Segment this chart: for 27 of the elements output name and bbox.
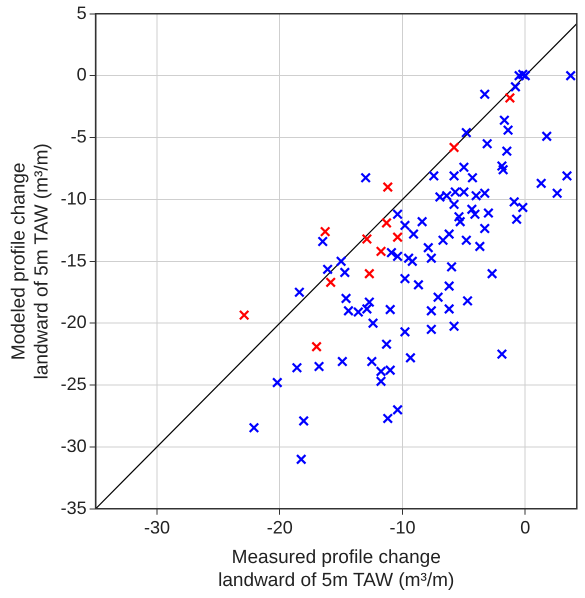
y-tick-label: -30	[60, 436, 87, 456]
y-axis-title: Modeled profile change landward of 5m TAW (m³/m)	[8, 143, 52, 380]
point	[362, 234, 372, 244]
point	[381, 218, 392, 228]
x-tick-label: -30	[144, 518, 170, 538]
point	[448, 142, 460, 153]
point	[382, 182, 394, 192]
point	[311, 341, 322, 352]
x-axis-title: Measured profile change landward of 5m TAW (m³/m)	[218, 547, 454, 591]
y-tick-label: -20	[60, 312, 87, 332]
x-tick-label: -20	[266, 518, 293, 538]
point	[376, 246, 386, 257]
point	[392, 232, 403, 243]
point	[320, 226, 331, 237]
y-tick-label: -10	[60, 188, 87, 208]
x-tick-label: 0	[520, 518, 530, 538]
y-tick-label: -25	[60, 374, 87, 394]
y-tick-label: -5	[70, 126, 87, 147]
y-tick-label: 0	[76, 64, 87, 85]
y-tick-label: -15	[60, 250, 87, 270]
point	[504, 92, 516, 104]
y-tick-label: 5	[76, 2, 87, 23]
point	[238, 310, 250, 320]
y-tick-label: -35	[60, 498, 87, 518]
x-tick-label: -10	[389, 518, 416, 538]
point	[364, 268, 375, 280]
point	[325, 276, 336, 288]
